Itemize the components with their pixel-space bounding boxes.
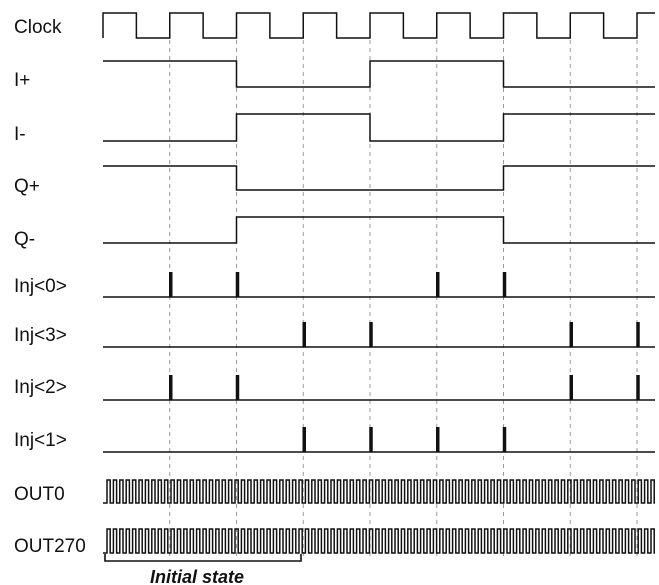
label-i-minus: I-	[14, 124, 26, 145]
label-clock: Clock	[14, 17, 62, 38]
label-inj-3: Inj<3>	[14, 325, 67, 346]
label-i-plus: I+	[14, 70, 30, 91]
label-q-plus: Q+	[14, 176, 40, 197]
label-out0: OUT0	[14, 484, 65, 505]
waveforms	[102, 12, 655, 554]
label-inj-0: Inj<0>	[14, 276, 67, 297]
wave-out0	[103, 479, 655, 504]
label-q-minus: Q-	[14, 229, 35, 250]
initial-state-bracket	[104, 554, 302, 562]
wave-clock	[102, 12, 655, 39]
label-inj-1: Inj<1>	[14, 430, 67, 451]
label-out270: OUT270	[14, 536, 86, 557]
signal-labels: Clock I+ I- Q+ Q- Inj<0> Inj<3> Inj<2> I…	[14, 17, 86, 557]
wave-i	[103, 60, 655, 88]
initial-state-label: Initial state	[150, 567, 244, 585]
wave-q	[103, 165, 655, 191]
wave-out270	[103, 528, 655, 554]
grid-lines	[169, 40, 638, 558]
wave-i	[103, 113, 655, 142]
wave-q	[103, 216, 655, 244]
label-inj-2: Inj<2>	[14, 377, 67, 398]
